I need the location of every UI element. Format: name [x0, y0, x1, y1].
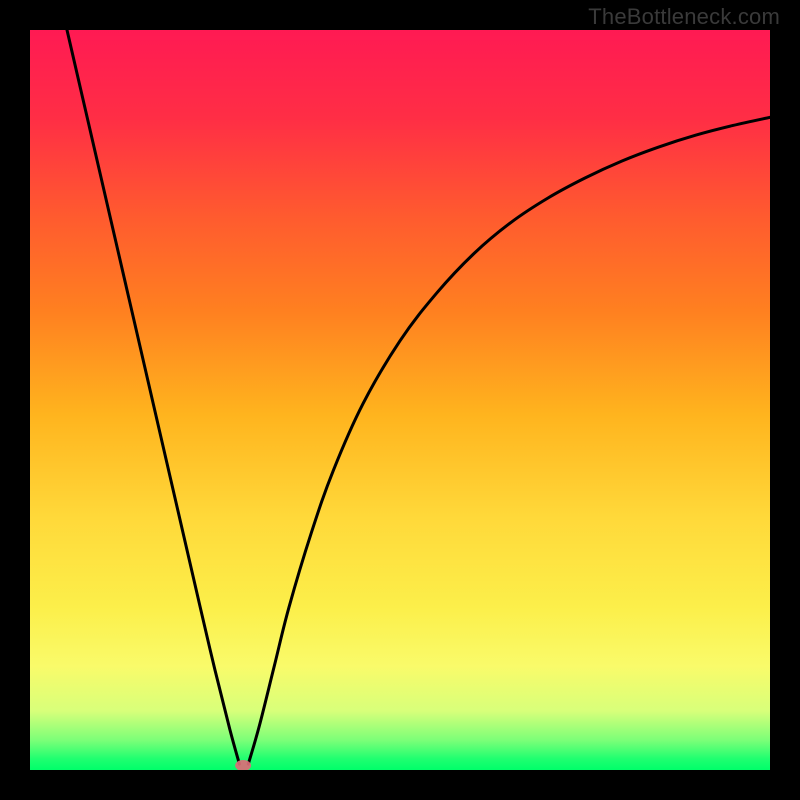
watermark-text: TheBottleneck.com — [588, 4, 780, 30]
plot-area — [30, 30, 770, 770]
chart-container: TheBottleneck.com — [0, 0, 800, 800]
gradient-background — [30, 30, 770, 770]
chart-svg — [30, 30, 770, 770]
